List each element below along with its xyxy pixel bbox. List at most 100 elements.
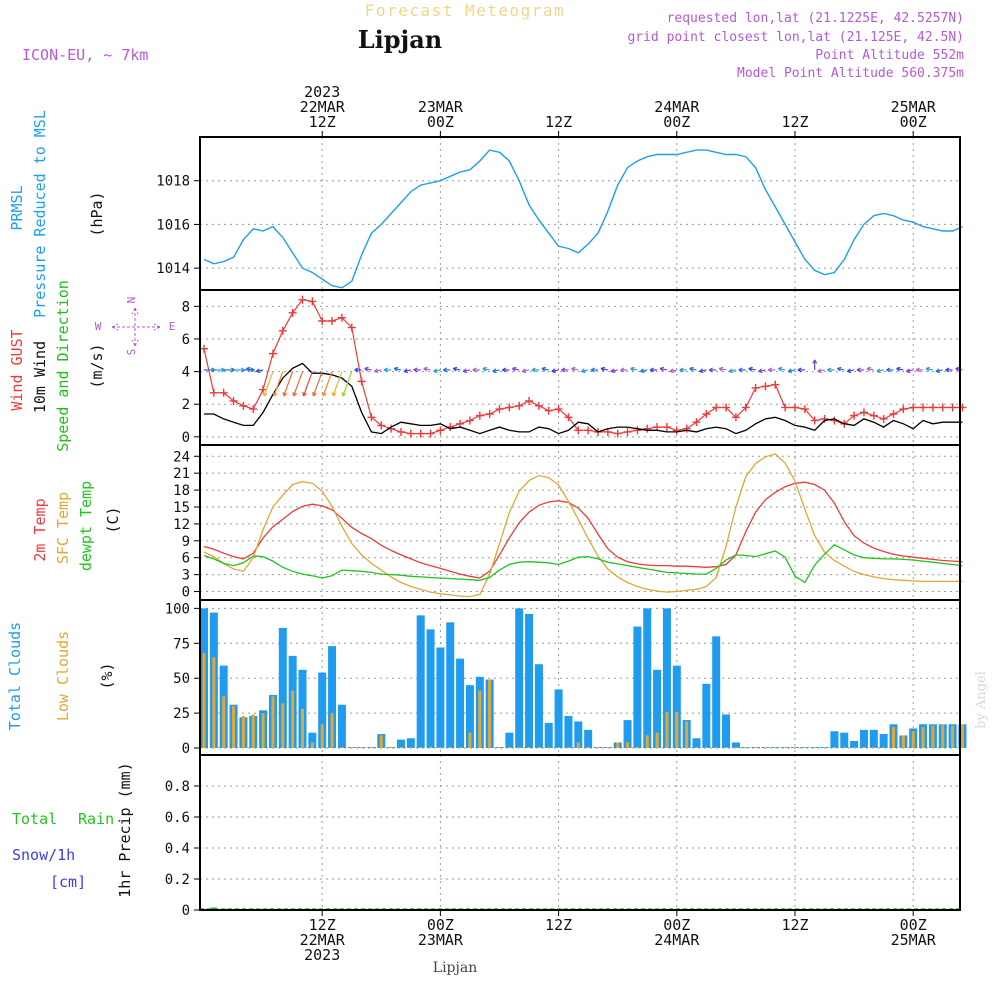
- wind-direction-arrowhead: [321, 391, 327, 397]
- wind-direction-arrowhead: [472, 367, 477, 373]
- model-point-altitude: Model Point Altitude 560.375m: [737, 66, 964, 81]
- pressure-panel-frame: [199, 136, 961, 291]
- wind-direction-arrowhead: [935, 368, 940, 374]
- wind-direction-arrowhead: [689, 366, 694, 372]
- location-title: Lipjan: [358, 25, 442, 54]
- wind-direction-arrowhead: [856, 367, 861, 373]
- gust-point: [899, 405, 908, 414]
- gust-point: [781, 403, 790, 412]
- precip-panel-frame: [199, 754, 961, 911]
- gust-point: [465, 416, 474, 425]
- x-time-label-bottom: 12Z: [309, 916, 336, 934]
- low-clouds-bar: [724, 747, 728, 749]
- gust-point: [761, 382, 770, 391]
- wind-direction-arrowhead: [282, 391, 288, 397]
- gust-point: [525, 396, 534, 405]
- gust-line: [203, 299, 963, 435]
- wind-direction-arrowhead: [590, 367, 595, 373]
- wind-direction-arrowhead: [758, 368, 763, 374]
- gust-point: [859, 408, 868, 417]
- low-clouds-bar: [232, 706, 236, 749]
- temp-unit-label: (C): [104, 506, 122, 533]
- low-clouds-bar: [635, 747, 639, 749]
- low-clouds-bar: [517, 747, 521, 749]
- x-time-label-top: 12Z: [545, 113, 572, 131]
- gust-point: [505, 403, 514, 412]
- temperature-y-tick-label: 18: [173, 483, 190, 499]
- wind-direction-arrowhead: [640, 368, 645, 374]
- compass-west-label: W: [95, 320, 102, 333]
- pressure-unit-label: (hPa): [88, 191, 106, 236]
- wind-direction-arrowhead: [600, 366, 606, 372]
- snow-label-1: Snow/1h: [12, 846, 75, 864]
- snow-label-2: [cm]: [50, 873, 86, 891]
- wind-direction-arrowhead: [768, 367, 773, 373]
- low-clouds-bar: [793, 747, 797, 749]
- chart-suptitle: Forecast Meteogram: [365, 1, 565, 20]
- low-clouds-bar: [202, 653, 206, 749]
- wind-direction-arrowhead: [846, 368, 852, 374]
- low-clouds-bar: [301, 708, 304, 749]
- total-clouds-bar: [653, 669, 662, 749]
- gust-point: [200, 344, 208, 353]
- gust-point: [554, 405, 563, 414]
- total-clouds-bar: [879, 734, 888, 749]
- pressure-label-prmsl: PRMSL: [8, 185, 26, 230]
- temperature-y-tick-label: 15: [173, 500, 190, 516]
- x-time-label-bottom: 00Z: [663, 916, 690, 934]
- low-clouds-bar: [537, 747, 541, 749]
- wind-direction-arrowhead: [492, 368, 497, 374]
- gust-point: [534, 401, 543, 410]
- low-clouds-bar: [704, 747, 708, 749]
- wind-y-tick-label: 6: [182, 332, 190, 348]
- temp-2m-line: [203, 481, 963, 579]
- wind-direction-arrowhead: [502, 367, 507, 373]
- low-clouds-bar: [468, 732, 472, 749]
- temperature-y-tick-label: 24: [173, 449, 190, 465]
- wind-direction-arrowhead: [649, 367, 654, 373]
- wind-direction-arrowhead: [679, 367, 684, 373]
- gust-point: [889, 410, 898, 418]
- low-clouds-bar: [951, 725, 955, 749]
- low-clouds-bar: [832, 747, 836, 749]
- wind-direction-arrowhead: [812, 359, 818, 364]
- x-time-label-bottom: 23MAR: [418, 931, 464, 949]
- total-clouds-bar: [397, 739, 405, 749]
- wind-direction-arrowhead: [262, 391, 268, 397]
- low-clouds-bar: [498, 747, 501, 749]
- compass-south-label: S: [125, 349, 138, 356]
- low-clouds-bar: [586, 747, 590, 749]
- gust-point: [436, 426, 445, 435]
- gust-point: [495, 405, 504, 414]
- compass-east-label: E: [169, 320, 176, 333]
- wind-10m-label: 10m Wind: [31, 341, 49, 413]
- low-clouds-label: Low Clouds: [54, 631, 72, 721]
- wind-direction-arrowhead: [341, 391, 347, 397]
- total-clouds-bar: [426, 629, 435, 749]
- temperature-y-tick-label: 3: [182, 568, 190, 584]
- wind-direction-arrowhead: [511, 366, 517, 372]
- wind-direction-arrowhead: [272, 391, 278, 397]
- wind-direction-arrowhead: [925, 366, 931, 372]
- gust-point: [741, 403, 750, 412]
- low-clouds-bar: [616, 742, 620, 749]
- total-clouds-bar: [406, 738, 415, 749]
- wind-speed-line: [204, 362, 963, 435]
- low-clouds-bar: [862, 747, 866, 749]
- low-clouds-bar: [310, 742, 314, 749]
- wind-direction-arrowhead: [580, 368, 586, 374]
- credit-watermark: by Angel: [974, 671, 989, 729]
- wind-direction-arrowhead: [571, 366, 576, 372]
- x-time-label-top: 25MAR: [891, 98, 937, 116]
- grid-layer: [200, 137, 960, 911]
- gust-point: [771, 380, 780, 389]
- wind-direction-arrowhead: [797, 367, 802, 373]
- gust-point: [909, 403, 918, 412]
- low-clouds-bar: [409, 747, 413, 749]
- total-clouds-bar: [731, 742, 740, 749]
- low-clouds-bar: [527, 747, 531, 749]
- low-clouds-bar: [960, 724, 964, 749]
- gust-point: [810, 416, 819, 425]
- wind-direction-arrowhead: [331, 391, 337, 397]
- total-clouds-bar: [534, 664, 543, 749]
